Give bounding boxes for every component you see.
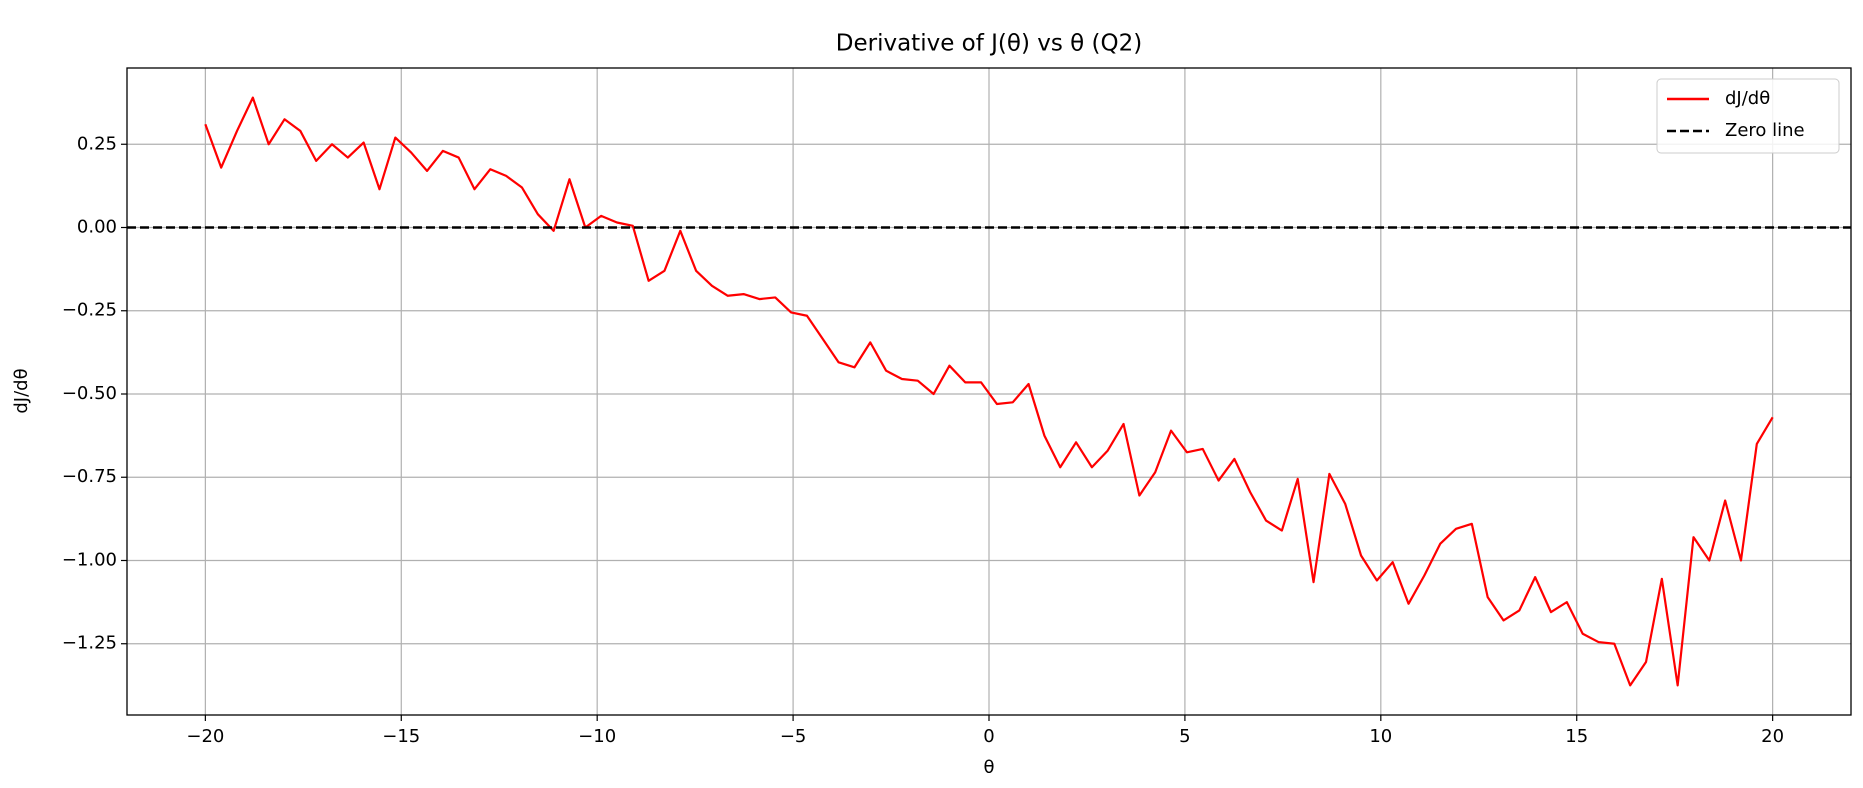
x-tick-label: −15 — [382, 726, 420, 747]
y-axis-label: dJ/dθ — [11, 368, 32, 413]
chart-title: Derivative of J(θ) vs θ (Q2) — [836, 31, 1142, 57]
x-tick-label: 10 — [1369, 726, 1392, 747]
x-tick-label: 20 — [1761, 726, 1784, 747]
x-tick-label: 15 — [1565, 726, 1588, 747]
x-tick-label: −10 — [578, 726, 616, 747]
legend-label: Zero line — [1725, 120, 1805, 141]
data-line — [204, 96, 1774, 687]
y-tick-label: 0.25 — [77, 133, 117, 154]
x-tick-label: 0 — [983, 726, 994, 747]
legend-box — [1656, 78, 1840, 154]
y-tick-label: −0.50 — [62, 383, 117, 404]
y-tick-label: 0.00 — [77, 217, 117, 238]
y-tick-label: −0.25 — [62, 300, 117, 321]
legend-label: dJ/dθ — [1725, 88, 1770, 109]
y-tick-label: −1.00 — [62, 549, 117, 570]
x-tick-label: −5 — [780, 726, 807, 747]
x-tick-label: 5 — [1179, 726, 1190, 747]
y-tick-label: −1.25 — [62, 633, 117, 654]
x-axis-label: θ — [983, 757, 994, 778]
x-tick-label: −20 — [186, 726, 224, 747]
axes-frame — [126, 67, 1852, 716]
y-tick-label: −0.75 — [62, 466, 117, 487]
